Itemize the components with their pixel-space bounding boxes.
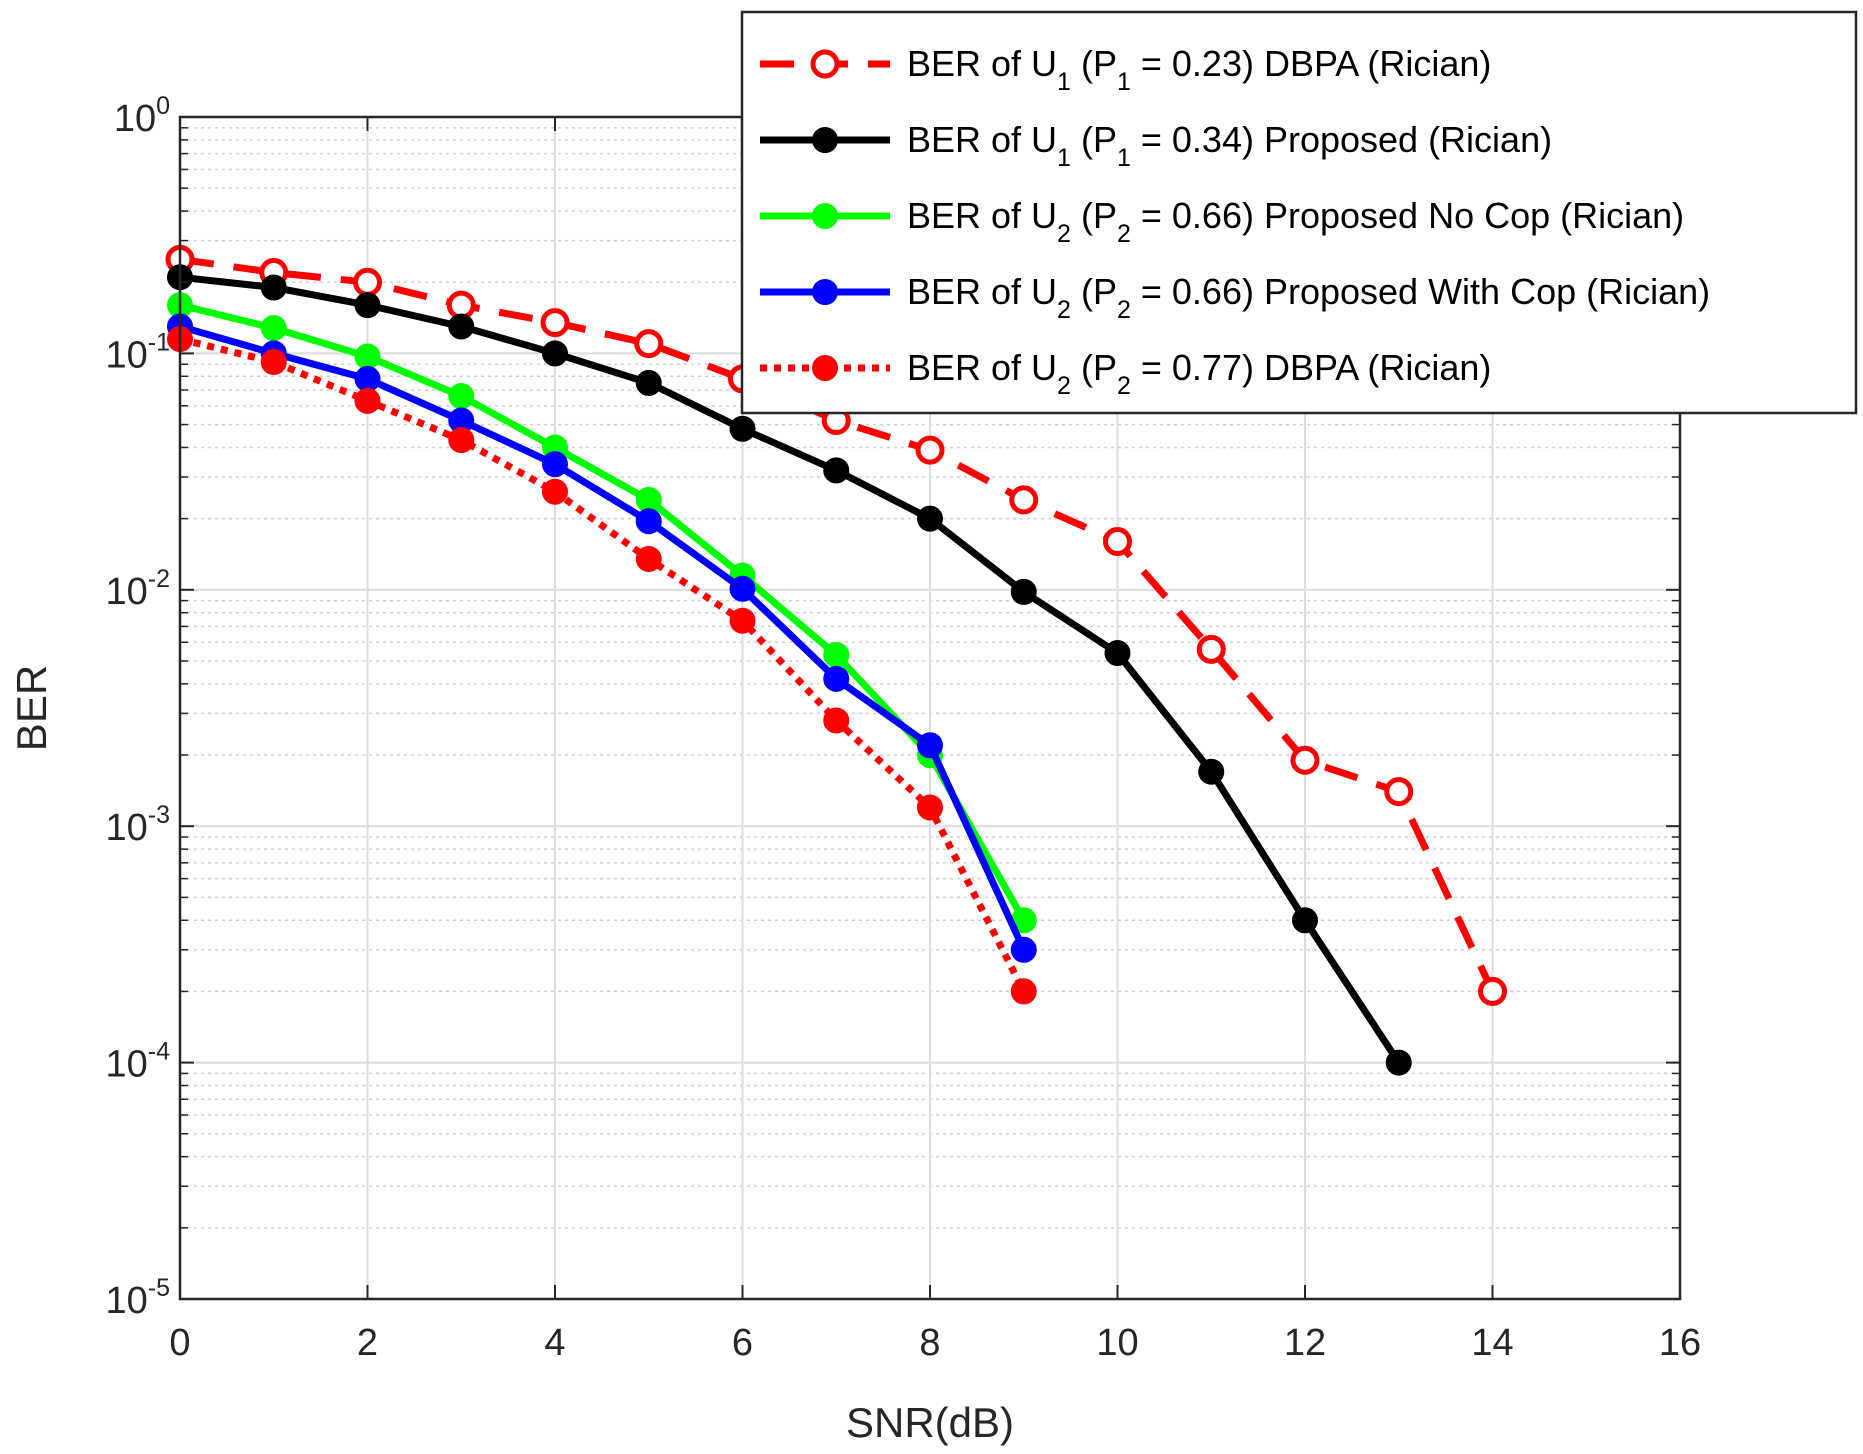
- data-point: [729, 575, 756, 602]
- data-point: [354, 365, 381, 392]
- data-point: [354, 343, 381, 370]
- data-point: [634, 329, 664, 359]
- legend: BER of U1 (P1 = 0.23) DBPA (Rician) BER o…: [740, 10, 1858, 415]
- legend-label: BER of U2 (P2 = 0.66) Proposed With Cop …: [907, 271, 1710, 324]
- data-point: [448, 383, 475, 410]
- data-point: [1478, 976, 1507, 1006]
- x-tick-label: 2: [357, 1322, 378, 1364]
- data-point: [1385, 1049, 1412, 1076]
- data-point: [1104, 640, 1131, 667]
- data-point: [1010, 936, 1037, 963]
- y-axis-title: BER: [8, 665, 55, 751]
- data-point: [1103, 527, 1132, 557]
- data-point: [917, 732, 943, 759]
- legend-label: BER of U1 (P1 = 0.23) DBPA (Rician): [907, 43, 1491, 96]
- axis-ticks: 0 2 4 6 8 10 12 14 16 100 10-1 10-2 10-3 10-4 10-5: [105, 92, 1701, 1364]
- data-point: [635, 545, 662, 572]
- series-5: [167, 326, 1037, 1005]
- x-tick-label: 0: [169, 1322, 190, 1364]
- data-point: [823, 665, 850, 692]
- legend-marker-sample: [810, 49, 840, 79]
- series-lines: [165, 244, 1507, 1076]
- y-tick-label: 10-4: [105, 1038, 170, 1086]
- x-axis-title: SNR(dB): [846, 1399, 1014, 1446]
- data-point: [823, 641, 850, 668]
- data-point: [635, 369, 662, 396]
- y-tick-label: 10-2: [105, 565, 170, 613]
- data-point: [260, 348, 287, 375]
- data-point: [917, 505, 943, 532]
- legend-box: [740, 10, 1858, 415]
- legend-marker-sample: [812, 279, 838, 305]
- x-tick-label: 4: [544, 1322, 565, 1364]
- data-point: [917, 794, 943, 821]
- y-tick-label: 10-5: [105, 1274, 170, 1322]
- data-point: [729, 415, 756, 442]
- series-2: [167, 264, 1412, 1076]
- data-point: [354, 387, 381, 414]
- data-point: [729, 607, 756, 634]
- legend-entry: BER of U1 (P1 = 0.34) Proposed (Rician): [760, 119, 1552, 172]
- legend-entry: BER of U2 (P2 = 0.66) Proposed With Cop …: [760, 271, 1710, 324]
- data-point: [1196, 634, 1226, 664]
- data-point: [353, 267, 382, 297]
- data-point: [1010, 978, 1037, 1005]
- data-point: [1010, 578, 1037, 605]
- legend-entry: BER of U2 (P2 = 0.66) Proposed No Cop (R…: [760, 195, 1684, 248]
- data-point: [354, 292, 381, 319]
- y-tick-label: 100: [114, 92, 170, 140]
- series-line: [179, 323, 1027, 952]
- legend-entry: BER of U2 (P2 = 0.77) DBPA (Rician): [760, 347, 1491, 400]
- legend-label: BER of U2 (P2 = 0.66) Proposed No Cop (R…: [907, 195, 1684, 248]
- x-tick-label: 14: [1471, 1322, 1513, 1364]
- series-line: [179, 335, 1027, 993]
- data-point: [1198, 758, 1225, 785]
- data-point: [260, 315, 287, 342]
- x-tick-label: 12: [1284, 1322, 1326, 1364]
- legend-label: BER of U2 (P2 = 0.77) DBPA (Rician): [907, 347, 1491, 400]
- data-point: [448, 313, 475, 340]
- data-point: [823, 707, 850, 734]
- data-point: [635, 508, 662, 535]
- data-point: [915, 435, 945, 465]
- data-point: [823, 457, 850, 484]
- series-line: [179, 301, 1027, 923]
- series-line: [179, 273, 1402, 1065]
- legend-label: BER of U1 (P1 = 0.34) Proposed (Rician): [907, 119, 1552, 172]
- data-point: [1384, 777, 1414, 807]
- x-tick-label: 16: [1659, 1322, 1701, 1364]
- y-tick-label: 10-3: [105, 801, 170, 849]
- series-4: [167, 313, 1037, 963]
- data-point: [542, 451, 568, 478]
- data-point: [542, 478, 568, 505]
- x-tick-label: 8: [919, 1322, 940, 1364]
- data-point: [540, 308, 570, 338]
- legend-marker-sample: [812, 355, 838, 381]
- legend-marker-sample: [812, 203, 838, 229]
- data-point: [1290, 745, 1320, 775]
- data-point: [542, 340, 568, 367]
- data-point: [448, 427, 475, 454]
- legend-entry: BER of U1 (P1 = 0.23) DBPA (Rician): [760, 43, 1491, 96]
- legend-marker-sample: [812, 127, 838, 153]
- x-tick-label: 10: [1096, 1322, 1138, 1364]
- y-tick-label: 10-1: [105, 328, 170, 376]
- data-point: [1009, 485, 1039, 515]
- x-tick-label: 6: [732, 1322, 753, 1364]
- data-point: [260, 274, 287, 301]
- data-point: [1292, 907, 1318, 934]
